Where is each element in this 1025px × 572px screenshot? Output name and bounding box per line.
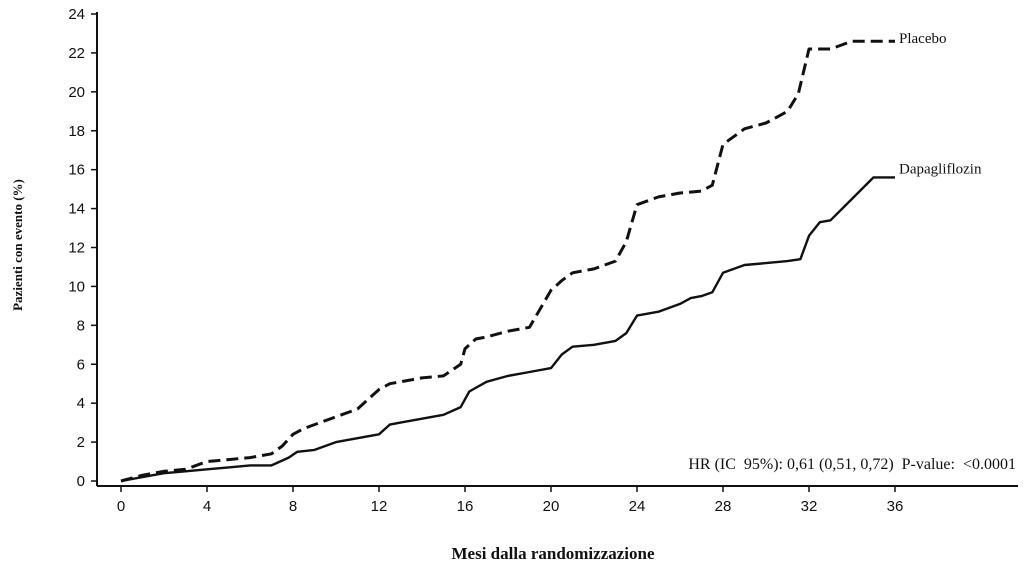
- y-tick-label: 24: [68, 6, 85, 23]
- y-tick-label: 18: [68, 123, 85, 140]
- x-tick-label: 36: [887, 498, 904, 515]
- x-tick-label: 8: [289, 498, 297, 515]
- x-tick-label: 20: [543, 498, 560, 515]
- x-tick-label: 32: [801, 498, 818, 515]
- y-tick-label: 22: [68, 45, 85, 62]
- y-tick-label: 14: [68, 201, 85, 218]
- series-label-dapagliflozin: Dapagliflozin: [899, 161, 982, 177]
- x-tick-label: 4: [203, 498, 211, 515]
- series-line-placebo: [120, 39, 895, 483]
- y-tick-label: 10: [68, 278, 85, 295]
- x-axis-title: Mesi dalla randomizzazione: [451, 544, 654, 563]
- y-tick-label: 2: [77, 434, 85, 451]
- x-tick-label: 24: [629, 498, 646, 515]
- y-tick-label: 12: [68, 240, 85, 257]
- x-tick-label: 28: [715, 498, 732, 515]
- axes: [96, 12, 1018, 487]
- series-line-dapagliflozin: [120, 176, 895, 483]
- y-tick-label: 6: [77, 356, 85, 373]
- y-axis-title: Pazienti con evento (%): [10, 179, 25, 311]
- y-tick-label: 8: [77, 317, 85, 334]
- x-tick-label: 16: [457, 498, 474, 515]
- series-lines: [120, 39, 895, 483]
- series-labels: Placebo Dapagliflozin: [899, 31, 982, 177]
- x-tick-label: 0: [117, 498, 125, 515]
- y-tick-label: 0: [77, 473, 85, 490]
- y-tick-label: 20: [68, 84, 85, 101]
- hr-annotation: HR (IC 95%): 0,61 (0,51, 0,72) P-value: …: [688, 456, 1016, 473]
- y-tick-label: 4: [77, 395, 85, 412]
- y-tick-label: 16: [68, 162, 85, 179]
- series-label-placebo: Placebo: [899, 31, 946, 47]
- x-tick-label: 12: [371, 498, 388, 515]
